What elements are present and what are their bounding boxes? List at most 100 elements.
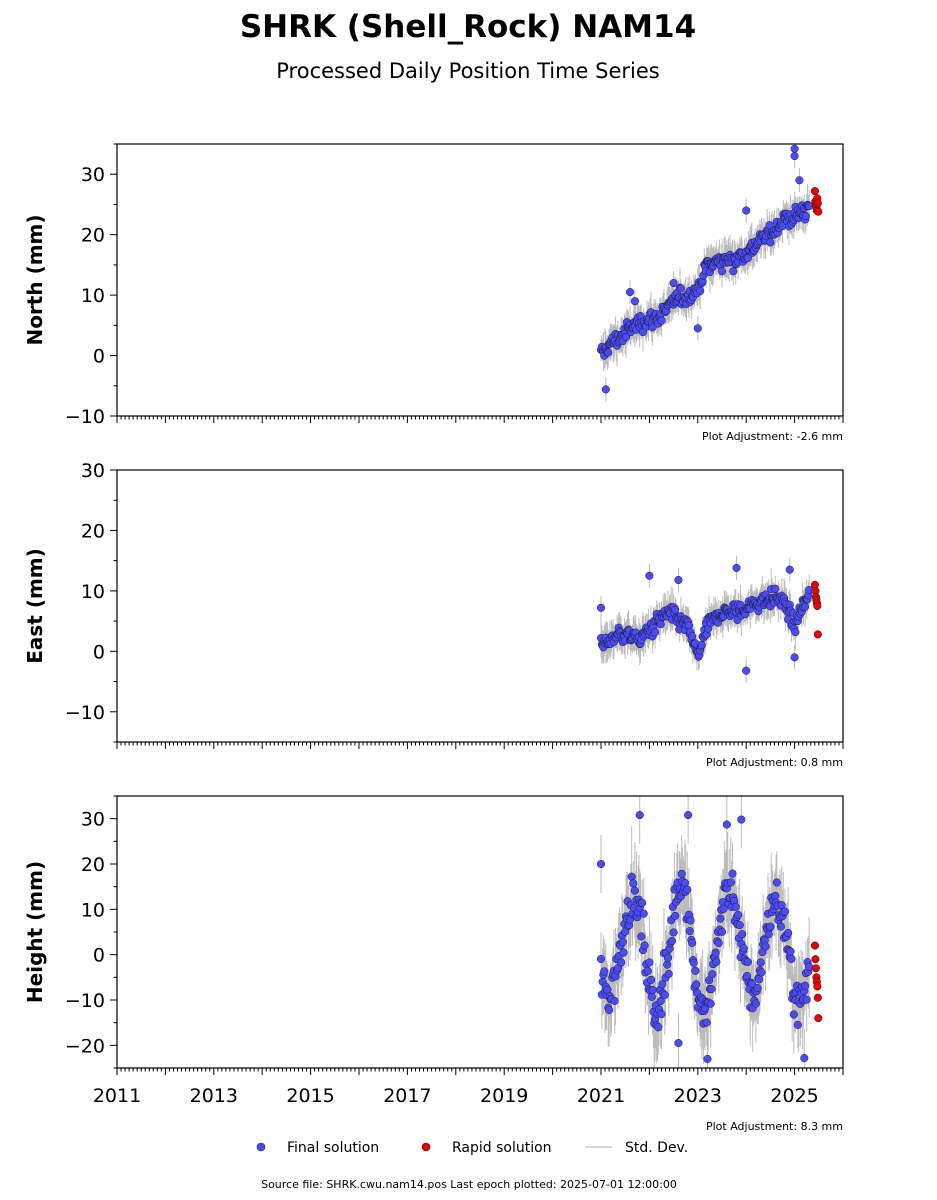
y-tick-label: −10: [65, 990, 105, 1012]
x-tick-label: 2011: [93, 1085, 141, 1107]
final-point: [717, 267, 727, 276]
final-point: [691, 966, 700, 975]
final-point: [731, 902, 740, 911]
rapid-point: [813, 601, 822, 611]
final-point: [684, 621, 693, 630]
final-point: [707, 985, 716, 994]
y-tick-label: 0: [93, 346, 105, 368]
x-tick-label: 2023: [674, 1085, 722, 1107]
final-point: [646, 975, 656, 984]
final-point: [648, 985, 657, 994]
final-point: [600, 967, 609, 976]
final-point: [790, 144, 799, 153]
rapid-point: [811, 955, 820, 964]
final-point: [688, 938, 697, 947]
final-point: [729, 267, 738, 276]
final-point: [671, 911, 680, 920]
final-point: [793, 1020, 802, 1029]
panels: −10 0 10 20 30 North (mm) Plot Adjustment: -2.…: [23, 143, 844, 1133]
final-point: [805, 202, 814, 211]
final-point: [787, 954, 796, 963]
y-tick-label: 20: [81, 225, 105, 247]
plot-adjustment: Plot Adjustment: -2.6 mm: [702, 430, 843, 443]
panel-1: −10 0 10 20 30 North (mm) Plot Adjustment: -2.…: [23, 143, 844, 443]
y-tick-label: 0: [93, 945, 105, 967]
final-point: [693, 324, 702, 333]
final-point: [596, 859, 606, 869]
x-tick-label: 2017: [383, 1085, 431, 1107]
y-tick-label: −10: [65, 406, 105, 428]
final-point: [674, 1039, 683, 1048]
final-point: [751, 999, 760, 1008]
rapid-point: [811, 964, 820, 973]
final-point: [669, 928, 678, 937]
final-point: [766, 922, 775, 931]
final-point: [790, 653, 799, 662]
final-point: [669, 278, 678, 288]
plot-area: [596, 796, 823, 1068]
final-point: [747, 979, 756, 988]
final-point: [805, 962, 814, 971]
final-point: [755, 975, 764, 984]
final-point: [656, 620, 665, 629]
final-point: [645, 958, 654, 967]
final-point: [657, 316, 666, 325]
y-tick-label: 20: [81, 854, 105, 876]
final-point: [684, 810, 693, 820]
plot-adjustment: Plot Adjustment: 8.3 mm: [706, 1120, 843, 1133]
final-point: [761, 942, 770, 951]
axes-frame: [116, 795, 844, 1069]
final-point: [596, 954, 606, 964]
x-tick-label: 2013: [190, 1085, 238, 1107]
final-point: [786, 947, 795, 956]
final-point: [703, 1054, 712, 1063]
final-point: [680, 878, 689, 887]
legend-rapid-marker: [421, 1142, 431, 1152]
final-point: [757, 968, 766, 977]
final-points: [596, 563, 814, 675]
final-points: [596, 144, 814, 394]
final-point: [627, 872, 636, 881]
final-point: [639, 909, 648, 918]
final-point: [802, 995, 811, 1004]
final-point: [619, 948, 628, 957]
final-point: [640, 941, 649, 950]
final-point: [795, 176, 804, 185]
final-point: [771, 891, 780, 900]
y-tick-label: 10: [81, 285, 105, 307]
final-point: [663, 960, 672, 969]
final-point: [738, 930, 747, 939]
final-point: [689, 958, 698, 967]
final-point: [772, 878, 781, 887]
final-point: [601, 385, 610, 394]
final-point: [671, 605, 680, 614]
final-point: [618, 938, 627, 947]
final-point: [635, 810, 644, 820]
final-point: [637, 932, 646, 941]
final-point: [638, 898, 647, 907]
plot-area: [596, 555, 822, 683]
y-tick-label: −20: [65, 1035, 105, 1057]
rapid-point: [813, 993, 822, 1002]
final-point: [688, 632, 697, 641]
final-point: [610, 996, 619, 1006]
final-point: [780, 907, 789, 916]
final-point: [734, 910, 743, 919]
final-point: [711, 948, 720, 957]
final-point: [605, 1005, 614, 1015]
final-point: [674, 575, 683, 585]
final-point: [732, 563, 741, 572]
y-tick-label: 30: [81, 164, 105, 186]
rapid-point: [810, 187, 819, 196]
final-point: [686, 916, 695, 925]
std-dev-bars: [600, 796, 810, 1068]
final-point: [685, 927, 694, 936]
rapid-points: [810, 187, 823, 216]
final-point: [647, 992, 656, 1001]
final-point: [712, 957, 721, 966]
final-point: [702, 1018, 711, 1027]
final-point: [617, 958, 626, 967]
final-point: [716, 914, 725, 923]
final-point: [706, 999, 715, 1008]
